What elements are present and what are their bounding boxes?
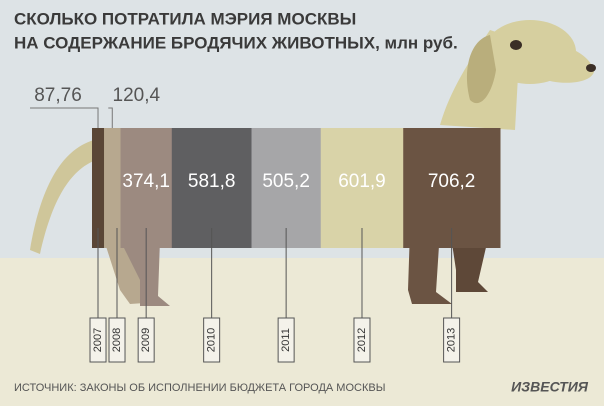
x-tick-label: 2007 [92,328,104,352]
dog-nose [586,64,596,72]
logo: ИЗВЕСТИЯ [511,379,589,395]
year-box [203,317,221,363]
x-tick-label: 2012 [356,328,368,352]
year-box [353,317,371,363]
bar-segment [92,128,105,248]
dog-snout [540,40,594,83]
chart-subtitle: НА СОДЕРЖАНИЕ БРОДЯЧИХ ЖИВОТНЫХ, млн руб… [14,33,458,52]
value-label: 120,4 [113,85,161,106]
x-tick-label: 2010 [206,328,218,352]
dog-eye [510,40,522,50]
year-box [89,317,107,363]
x-tick-label: 2011 [280,328,292,352]
value-label: 706,2 [428,171,476,192]
year-box [277,317,295,363]
value-label: 581,8 [188,171,236,192]
leader-line [108,107,113,128]
x-tick-label: 2008 [111,328,123,352]
dog-tail [30,140,96,254]
x-tick-label: 2013 [446,328,458,352]
value-label: 601,9 [338,171,386,192]
source: ИСТОЧНИК: ЗАКОНЫ ОБ ИСПОЛНЕНИИ БЮДЖЕТА Г… [14,382,385,394]
dog-back-leg [120,240,170,306]
value-label: 374,1 [122,171,170,192]
x-tick-label: 2009 [140,328,152,352]
value-label: 505,2 [262,171,310,192]
dog-front-leg [408,230,452,304]
plot-area: 87,76 2007 120,4 2008 374,1 2009 581,8 2010 505,… [30,85,501,363]
year-box [137,317,155,363]
chart-title: СКОЛЬКО ПОТРАТИЛА МЭРИЯ МОСКВЫ [14,9,356,28]
leader-line [30,107,99,128]
bar-segment [104,128,122,248]
year-box [443,317,461,363]
dog-ear [466,35,496,104]
value-label: 87,76 [34,85,82,106]
year-box [108,317,126,363]
